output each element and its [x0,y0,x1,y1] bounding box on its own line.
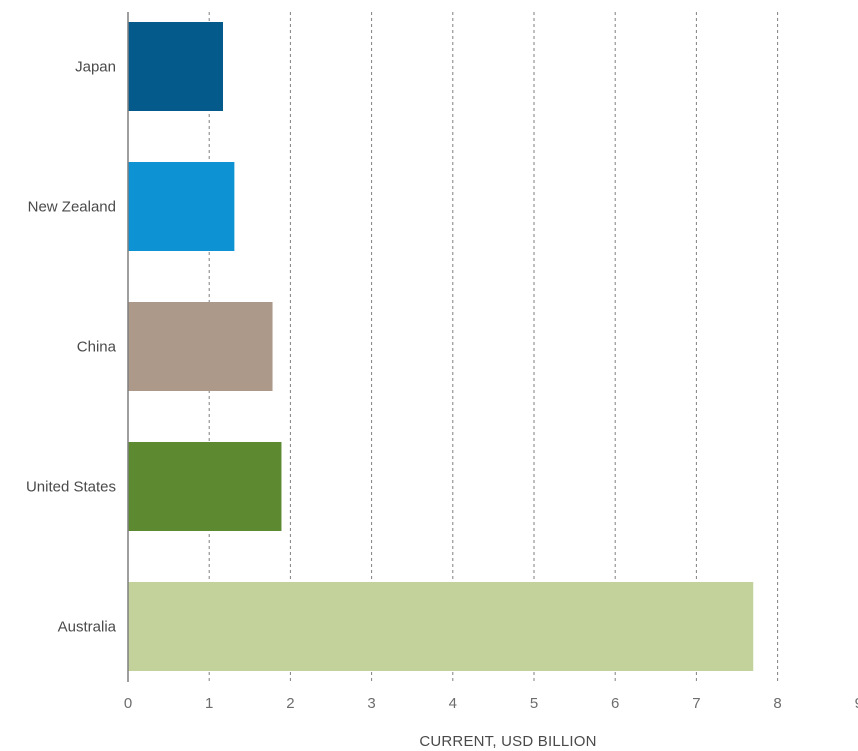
category-label: Japan [75,59,116,76]
category-labels: Japan New Zealand China United States Austra… [26,59,117,636]
bar [128,302,273,391]
x-tick-label: 0 [124,695,132,712]
x-tick-label: 4 [449,695,457,712]
x-tick-label: 3 [367,695,375,712]
x-tick-label: 2 [286,695,294,712]
category-label: New Zealand [28,199,116,216]
bar [128,442,282,531]
x-tick-label: 5 [530,695,538,712]
bar [128,22,224,111]
x-tick-label: 1 [205,695,213,712]
gridlines [208,12,779,682]
category-label: China [77,339,117,356]
category-label: United States [26,479,116,496]
bars [128,22,754,671]
bar [128,162,235,251]
category-label: Australia [58,619,117,636]
x-tick-labels: 0 1 2 3 4 5 6 7 8 9 [124,695,858,712]
x-axis-title: CURRENT, USD BILLION [419,733,596,750]
x-tick-label: 9 [855,695,858,712]
bar [128,582,754,671]
x-tick-label: 8 [773,695,781,712]
x-tick-label: 6 [611,695,619,712]
x-tick-label: 7 [692,695,700,712]
